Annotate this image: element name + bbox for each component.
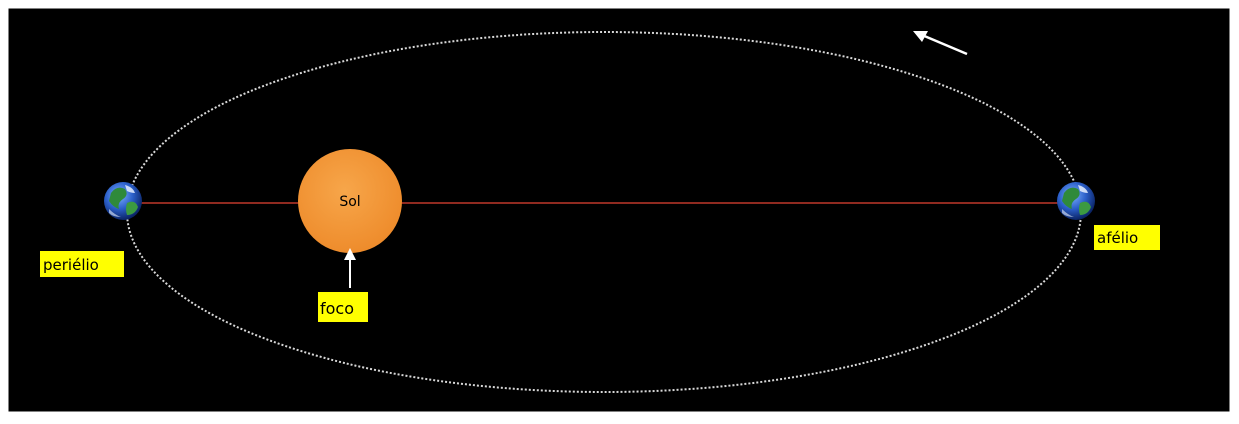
aphelion-label-text: afélio [1097,229,1138,247]
perihelion-label: periélio [40,251,124,277]
perihelion-label-text: periélio [43,256,99,274]
diagram-background [7,7,1231,413]
aphelion-label: afélio [1094,225,1160,250]
focus-arrow-head [344,248,356,260]
focus-label: foco [318,292,368,322]
focus-label-text: foco [320,299,354,318]
sun [298,149,402,253]
earth-globe-icon [104,182,142,220]
sun-label: Sol [339,194,360,210]
earth-globe-icon [1057,182,1095,220]
orbit-direction-arrow-icon [913,31,968,56]
